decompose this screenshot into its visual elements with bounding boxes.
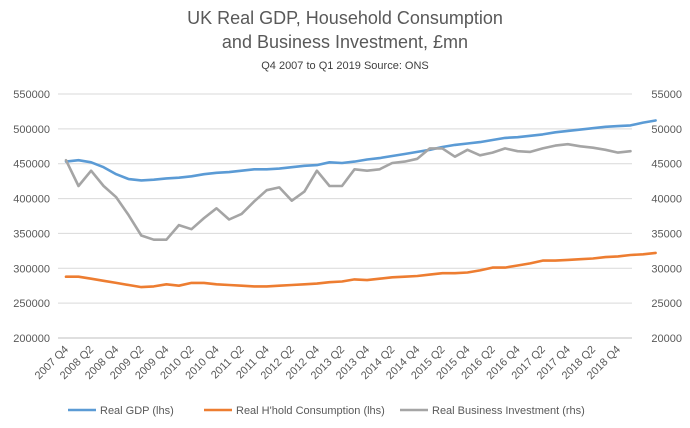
chart-title-line1: UK Real GDP, Household Consumption (187, 8, 503, 28)
legend-label-3: Real Business Investment (rhs) (432, 405, 585, 417)
chart-subtitle: Q4 2007 to Q1 2019 Source: ONS (261, 60, 429, 72)
left-axis: 200000 250000 300000 350000 400000 450000 5000… (13, 89, 50, 345)
series-lines (64, 119, 657, 289)
right-axis-tick-label: 35000 (651, 228, 682, 240)
legend-label-2: Real H'hold Consumption (lhs) (236, 405, 385, 417)
right-axis-tick-label: 50000 (651, 124, 682, 136)
left-axis-tick-label: 350000 (13, 228, 50, 240)
left-axis-tick-label: 400000 (13, 194, 50, 206)
legend-label-1: Real GDP (lhs) (100, 405, 174, 417)
right-axis-tick-label: 45000 (651, 159, 682, 171)
legend: Real GDP (lhs) Real H'hold Consumption (l… (68, 405, 585, 417)
left-axis-tick-label: 250000 (13, 298, 50, 310)
right-axis-tick-label: 55000 (651, 89, 682, 101)
series-line-2 (64, 251, 657, 289)
right-axis: 20000 25000 30000 35000 40000 45000 50000 55000 (651, 89, 682, 345)
right-axis-tick-label: 40000 (651, 194, 682, 206)
right-axis-tick-label: 20000 (651, 333, 682, 345)
chart-title-line2: and Business Investment, £mn (222, 32, 468, 52)
right-axis-tick-label: 30000 (651, 263, 682, 275)
gridlines (58, 93, 632, 304)
left-axis-tick-label: 550000 (13, 89, 50, 101)
left-axis-tick-label: 450000 (13, 159, 50, 171)
series-line-1 (64, 119, 657, 182)
right-axis-tick-label: 25000 (651, 298, 682, 310)
left-axis-tick-label: 200000 (13, 333, 50, 345)
left-axis-tick-label: 300000 (13, 263, 50, 275)
left-axis-tick-label: 500000 (13, 124, 50, 136)
series-line-3 (64, 142, 632, 241)
